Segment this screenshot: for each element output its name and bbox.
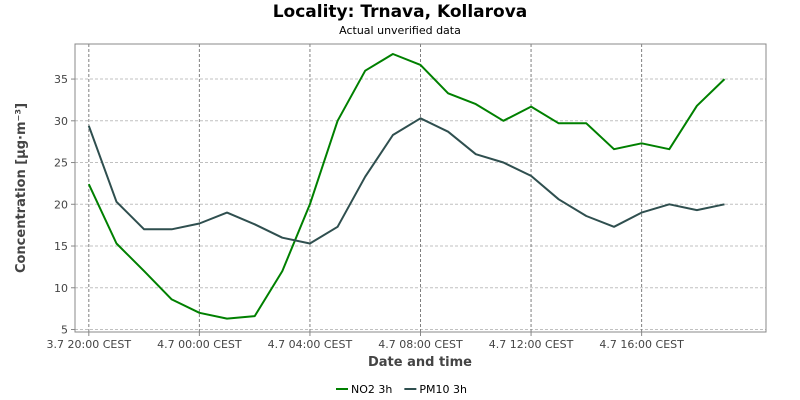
x-tick-label: 4.7 16:00 CEST — [599, 338, 684, 351]
series-line-2 — [87, 117, 725, 245]
series-line-1 — [87, 53, 726, 320]
legend-label-2: PM10 3h — [419, 383, 467, 396]
y-tick-label: 30 — [54, 115, 68, 128]
y-tick-label: 25 — [54, 157, 68, 170]
y-tick-label: 15 — [54, 240, 68, 253]
y-tick-label: 10 — [54, 282, 68, 295]
x-axis-title: Date and time — [368, 355, 472, 370]
legend: NO2 3h PM10 3h — [336, 383, 467, 396]
x-tick-label: 4.7 04:00 CEST — [268, 338, 353, 351]
x-tick-label: 4.7 12:00 CEST — [489, 338, 574, 351]
x-tick-label: 4.7 00:00 CEST — [157, 338, 242, 351]
x-tick-label: 3.7 20:00 CEST — [47, 338, 132, 351]
y-tick-label: 35 — [54, 73, 68, 86]
y-tick-label: 20 — [54, 198, 68, 211]
y-axis-title: Concentration [µg·m⁻³] — [14, 103, 29, 273]
plot-area — [75, 44, 766, 332]
chart-title: Locality: Trnava, Kollarova — [272, 2, 528, 22]
legend-label-1: NO2 3h — [351, 383, 392, 396]
grid — [75, 44, 766, 332]
plot-border — [74, 43, 767, 333]
y-tick-label: 5 — [61, 323, 68, 336]
x-tick-label: 4.7 08:00 CEST — [378, 338, 463, 351]
axes: 5 10 15 20 25 30 35 3.7 20:00 CEST 4.7 00:00 CES… — [47, 73, 685, 351]
series — [87, 53, 726, 320]
chart-subtitle: Actual unverified data — [339, 24, 461, 37]
